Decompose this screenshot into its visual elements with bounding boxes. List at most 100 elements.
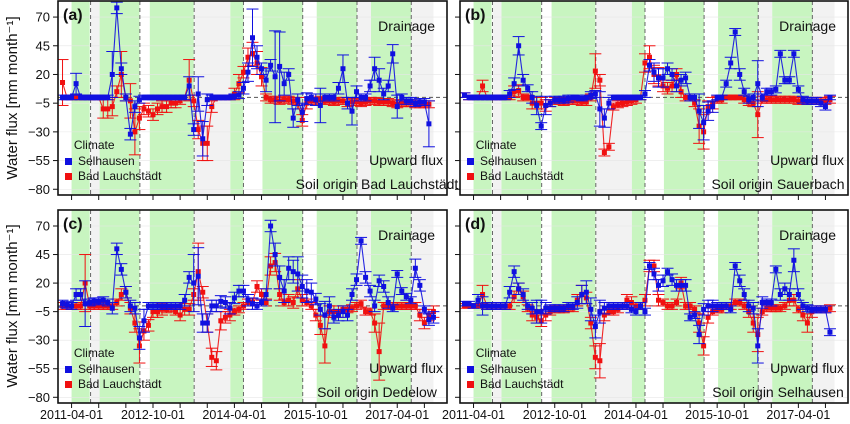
legend-label: Selhausen (78, 362, 135, 376)
data-point (507, 91, 513, 97)
data-point (683, 94, 689, 100)
data-point (96, 94, 102, 100)
data-point (250, 301, 255, 307)
data-point (822, 306, 828, 312)
data-point (191, 127, 197, 133)
data-point (91, 94, 97, 100)
data-point (583, 99, 589, 105)
legend-label: Bad Lauchstädt (480, 169, 564, 183)
data-point (403, 303, 409, 309)
data-point (182, 94, 188, 100)
y-tick-label: 70 (36, 218, 50, 233)
panel-a: 70 45 20 −5 −30 −55 −80 (a) Drainage Upward flux S… (28, 0, 459, 200)
data-point (155, 303, 161, 309)
data-point (191, 280, 197, 286)
annotation-climate: Climate (74, 346, 115, 360)
data-point (145, 108, 151, 114)
data-point (118, 292, 124, 298)
data-point (132, 320, 138, 326)
data-point (656, 75, 662, 81)
panel-title: Soil origin Bad Lauchstädt (296, 176, 459, 192)
data-point (588, 320, 594, 326)
data-point (236, 288, 242, 294)
legend-swatch (467, 366, 474, 373)
data-point (764, 300, 770, 306)
panel-label: (b) (465, 7, 485, 24)
data-point (534, 102, 540, 108)
data-point (475, 297, 481, 303)
data-point (579, 292, 585, 298)
data-point (222, 94, 228, 100)
data-point (200, 320, 206, 326)
data-point (624, 99, 630, 105)
data-point (209, 94, 215, 100)
data-point (795, 86, 801, 92)
data-point (150, 309, 156, 315)
data-point (701, 306, 707, 312)
data-point (561, 97, 567, 103)
legend-label: Selhausen (78, 154, 135, 168)
data-point (795, 292, 801, 298)
legend-swatch (65, 366, 72, 373)
data-point (109, 104, 115, 110)
annotation-upward-flux: Upward flux (770, 360, 844, 376)
data-point (245, 54, 251, 60)
data-point (660, 75, 666, 81)
data-point (109, 71, 115, 77)
data-point (177, 94, 183, 100)
data-point (313, 97, 319, 103)
data-point (462, 301, 468, 307)
data-point (728, 94, 734, 100)
data-point (624, 94, 630, 100)
x-tick-label: 2015-10-01 (685, 408, 749, 422)
data-point (281, 288, 287, 294)
data-point (665, 85, 671, 91)
data-point (141, 106, 147, 112)
grey-band (812, 210, 835, 403)
data-point (552, 305, 558, 311)
data-point (516, 88, 522, 94)
data-point (114, 5, 120, 11)
data-point (109, 305, 115, 311)
data-point (484, 94, 490, 100)
data-point (209, 104, 215, 110)
panel-frame (459, 0, 849, 196)
data-point (290, 269, 296, 275)
data-point (412, 265, 418, 271)
data-point (286, 71, 292, 77)
data-point (277, 63, 283, 69)
data-point (619, 94, 625, 100)
legend-swatch (65, 158, 72, 165)
data-point (511, 81, 517, 87)
data-point (173, 100, 179, 106)
data-point (358, 100, 364, 106)
data-point (642, 297, 648, 303)
legend-label: Bad Lauchstädt (480, 377, 564, 391)
series-selhausen (58, 219, 440, 350)
annotation-drainage: Drainage (779, 227, 836, 243)
data-point (304, 288, 310, 294)
data-point (299, 284, 305, 290)
data-point (737, 71, 743, 77)
data-point (646, 263, 652, 269)
data-point (218, 94, 224, 100)
data-point (768, 97, 774, 103)
data-point (245, 297, 251, 303)
data-point (642, 91, 648, 97)
data-point (227, 94, 233, 100)
y-tick-label: 45 (36, 247, 50, 262)
data-point (525, 303, 531, 309)
data-point (746, 303, 752, 309)
data-point (381, 91, 387, 97)
data-point (570, 98, 576, 104)
data-point (331, 94, 337, 100)
green-band (371, 1, 412, 195)
data-point (354, 99, 360, 105)
data-point (750, 305, 756, 311)
data-point (430, 314, 436, 320)
data-point (263, 94, 269, 100)
data-point (408, 303, 414, 309)
data-point (583, 94, 589, 100)
data-point (209, 303, 215, 309)
data-point (331, 99, 337, 105)
